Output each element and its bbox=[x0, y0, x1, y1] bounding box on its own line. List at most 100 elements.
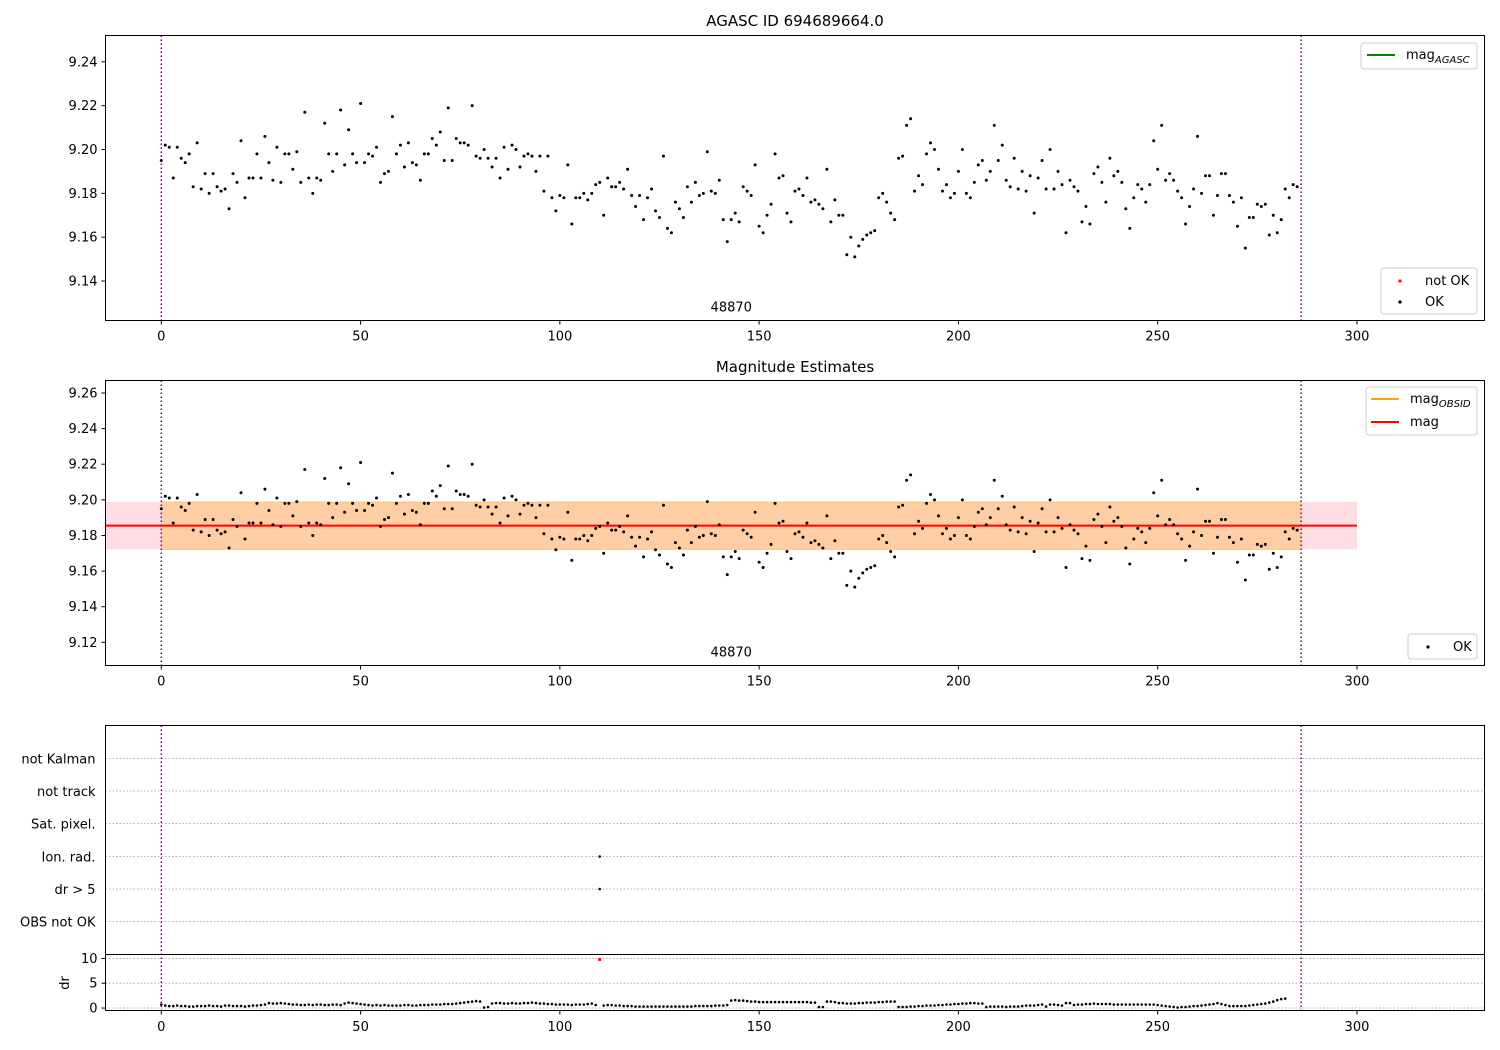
mag-point bbox=[259, 176, 263, 180]
mag-point bbox=[243, 537, 247, 541]
mag-point bbox=[247, 176, 251, 180]
mag-point bbox=[741, 528, 745, 532]
dr-point bbox=[1088, 1002, 1092, 1006]
mag-point bbox=[1120, 525, 1124, 529]
mag-point bbox=[817, 202, 821, 206]
x-tick-label: 150 bbox=[747, 1020, 772, 1035]
dr-point bbox=[255, 1004, 259, 1007]
x-tick-label: 300 bbox=[1345, 675, 1370, 690]
dr-point bbox=[749, 1000, 753, 1003]
mag-point bbox=[1076, 189, 1080, 193]
dr-point bbox=[462, 1001, 466, 1004]
dr-point bbox=[809, 1001, 813, 1004]
dr-point bbox=[666, 1005, 669, 1008]
dr-point bbox=[319, 1003, 323, 1006]
dr-point bbox=[458, 1001, 462, 1005]
mag-point bbox=[1184, 558, 1188, 562]
mag-point bbox=[642, 218, 646, 222]
y-tick-label: 9.12 bbox=[69, 636, 98, 651]
dr-point bbox=[1196, 1004, 1199, 1008]
mag-point bbox=[223, 530, 227, 534]
mag-point bbox=[275, 145, 279, 149]
dr-point bbox=[1068, 1001, 1072, 1005]
dr-point bbox=[825, 1000, 829, 1003]
mag-point bbox=[865, 233, 869, 237]
mag-point bbox=[646, 537, 650, 541]
x-tick-label: 100 bbox=[547, 1020, 572, 1035]
dr-point bbox=[857, 1001, 861, 1005]
magnitude-axes-frame bbox=[105, 380, 1485, 666]
mag-point bbox=[972, 180, 976, 184]
x-tick-label: 250 bbox=[1145, 1020, 1170, 1035]
mag-point bbox=[972, 525, 976, 529]
dr-point bbox=[992, 1005, 996, 1008]
dr-point bbox=[885, 1000, 888, 1003]
dr-point bbox=[1184, 1005, 1187, 1009]
mag-point bbox=[1040, 158, 1044, 162]
mag-agasc-legend-label: magAGASC bbox=[1406, 48, 1470, 66]
dr-point bbox=[1156, 1003, 1159, 1007]
mag-point bbox=[199, 530, 203, 534]
mag-point bbox=[295, 150, 299, 154]
mag-point bbox=[534, 516, 538, 520]
mag-point bbox=[634, 544, 638, 548]
mag-point bbox=[849, 235, 853, 239]
mag-point bbox=[1200, 191, 1204, 195]
agasc-point-legend-frame bbox=[1380, 267, 1478, 315]
dr-point bbox=[283, 1002, 287, 1005]
dr-point bbox=[454, 1002, 458, 1005]
dr-point bbox=[1072, 1003, 1076, 1007]
dr-point bbox=[239, 1004, 243, 1008]
mag-point bbox=[948, 196, 952, 200]
dr-point bbox=[1148, 1003, 1152, 1006]
mag-point bbox=[873, 229, 877, 233]
dr-point bbox=[1176, 1006, 1179, 1009]
dr-point bbox=[1244, 1004, 1247, 1008]
mag-point bbox=[701, 191, 705, 195]
dr-point bbox=[945, 1003, 948, 1006]
dr-point bbox=[745, 999, 749, 1003]
mag-point bbox=[1152, 139, 1156, 143]
mag-point bbox=[1176, 189, 1180, 193]
dr-point bbox=[287, 1002, 291, 1006]
mag-point bbox=[1184, 222, 1188, 226]
magnitude-ok-legend-marker bbox=[1426, 645, 1430, 649]
dr-point bbox=[1108, 1002, 1112, 1006]
dr-point bbox=[622, 1004, 625, 1008]
dr-point bbox=[235, 1004, 239, 1008]
mag-point bbox=[1287, 537, 1291, 541]
mag-point bbox=[566, 163, 570, 167]
dr-point bbox=[590, 1002, 594, 1005]
mag-point bbox=[442, 507, 446, 511]
dr-point bbox=[160, 1003, 163, 1006]
mag-point bbox=[1000, 143, 1004, 147]
x-tick-label: 300 bbox=[1345, 1020, 1370, 1035]
mag-point bbox=[163, 143, 167, 147]
mag-point bbox=[247, 521, 251, 525]
mag-point bbox=[1227, 535, 1231, 539]
dr-point bbox=[1263, 1002, 1267, 1005]
dr-point bbox=[941, 1003, 944, 1007]
mag-point bbox=[498, 521, 502, 525]
dr-point bbox=[973, 1001, 976, 1005]
mag-point bbox=[944, 526, 948, 530]
dr-point bbox=[526, 1001, 530, 1005]
mag-point bbox=[921, 183, 925, 187]
mag-point bbox=[319, 523, 323, 527]
mag-point bbox=[299, 525, 303, 529]
mag-point bbox=[1295, 185, 1299, 189]
dr-point bbox=[542, 1002, 546, 1005]
mag-point bbox=[861, 237, 865, 241]
mag-point bbox=[1100, 180, 1104, 184]
dr-point bbox=[534, 1001, 538, 1005]
mag-point bbox=[187, 501, 191, 505]
mag-point bbox=[522, 154, 526, 158]
mag-point bbox=[917, 174, 921, 178]
dr-point bbox=[187, 1005, 191, 1008]
mag-point bbox=[558, 194, 562, 198]
dr-point bbox=[761, 1000, 765, 1004]
mag-point bbox=[713, 191, 717, 195]
dr-point bbox=[375, 1003, 378, 1007]
dr-point bbox=[343, 1002, 346, 1005]
mag-point bbox=[940, 189, 944, 193]
